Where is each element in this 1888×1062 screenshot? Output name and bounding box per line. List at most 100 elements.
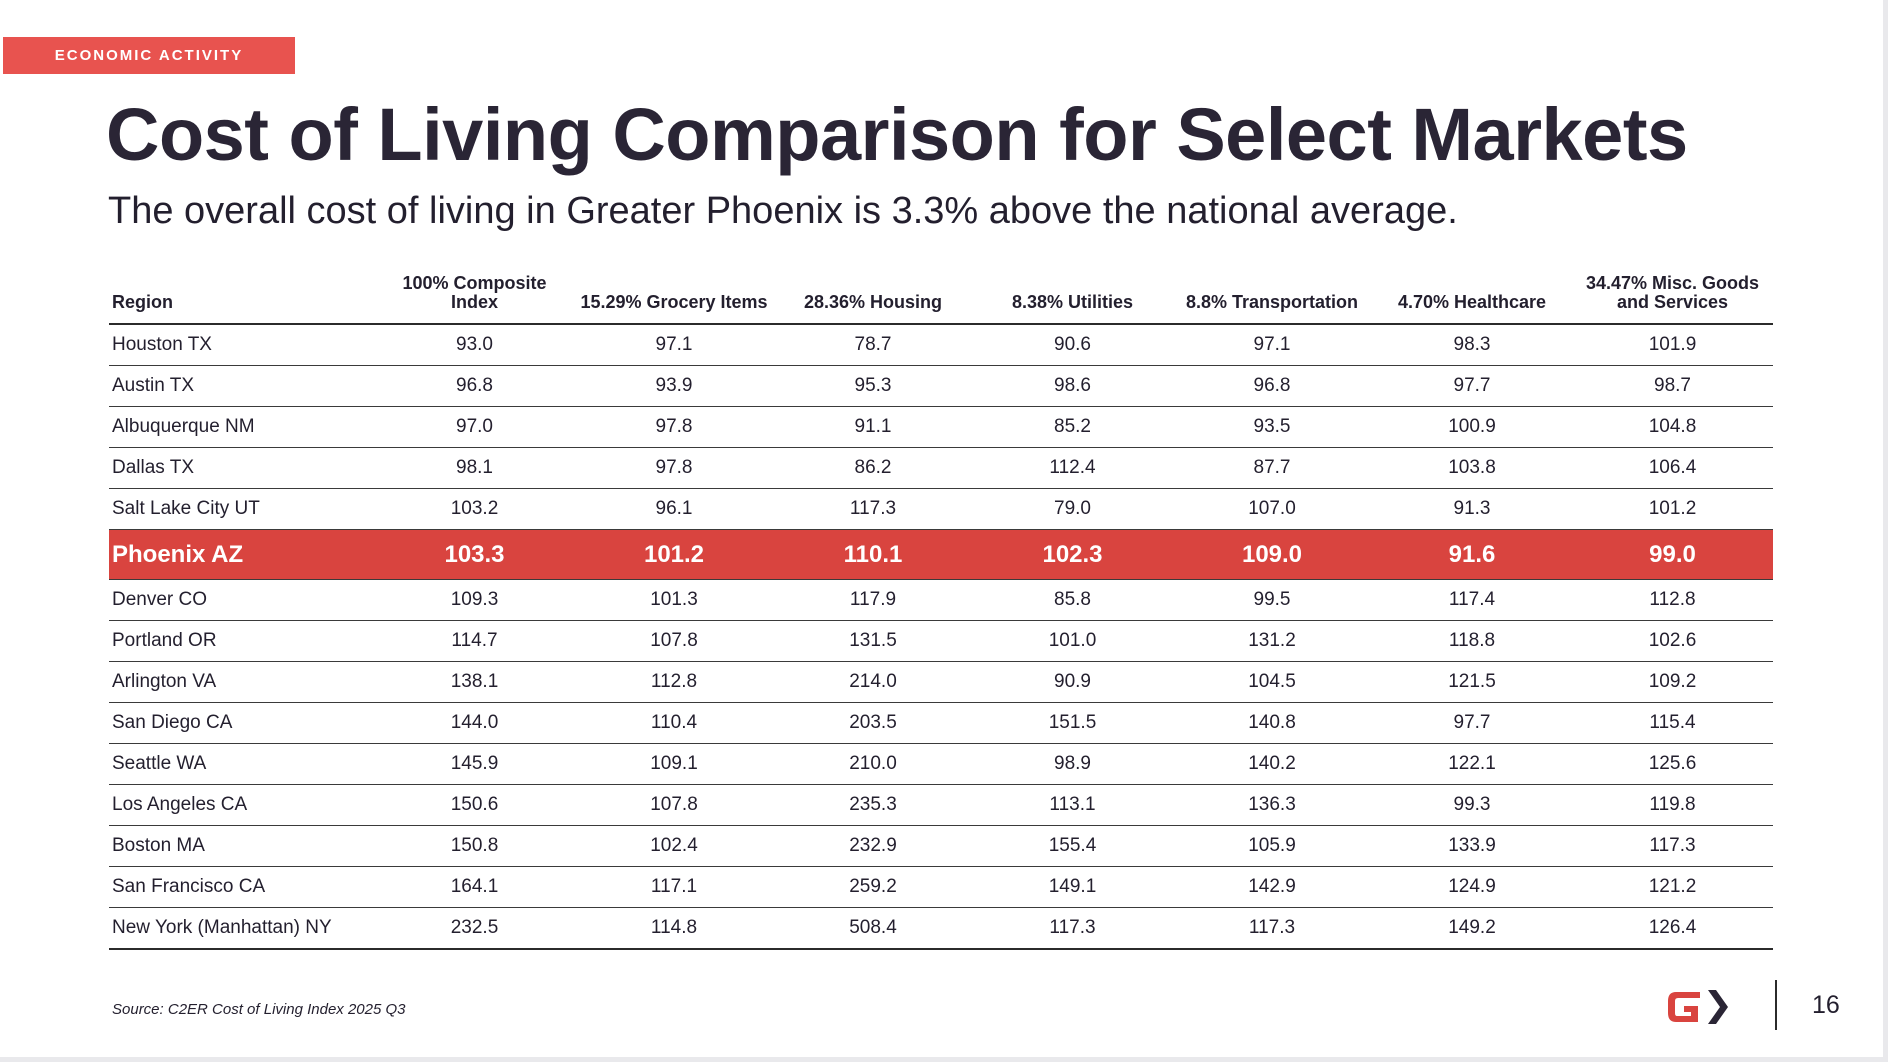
region-cell: Denver CO	[109, 579, 374, 621]
value-cell: 140.2	[1172, 743, 1372, 785]
value-cell: 214.0	[773, 661, 973, 703]
value-cell: 150.6	[374, 784, 575, 826]
value-cell: 93.9	[575, 365, 773, 407]
value-cell: 105.9	[1172, 825, 1372, 867]
table-row: Los Angeles CA 150.6 107.8 235.3 113.1 136.3 9…	[109, 784, 1773, 826]
value-cell: 151.5	[973, 702, 1172, 744]
value-cell: 131.5	[773, 620, 973, 662]
value-cell: 145.9	[374, 743, 575, 785]
value-cell: 109.2	[1572, 661, 1773, 703]
value-cell: 102.4	[575, 825, 773, 867]
value-cell: 119.8	[1572, 784, 1773, 826]
table-row: San Diego CA 144.0 110.4 203.5 151.5 140.8 97.…	[109, 702, 1773, 744]
highlighted-table-row: Phoenix AZ 103.3 101.2 110.1 102.3 109.0 91.6 9…	[109, 529, 1773, 580]
value-cell: 101.0	[973, 620, 1172, 662]
value-cell: 101.9	[1572, 324, 1773, 366]
value-cell: 232.9	[773, 825, 973, 867]
table-row: Denver CO 109.3 101.3 117.9 85.8 99.5 117.4 112…	[109, 579, 1773, 621]
region-cell: San Francisco CA	[109, 866, 374, 908]
value-cell: 104.5	[1172, 661, 1372, 703]
value-cell: 104.8	[1572, 406, 1773, 448]
value-cell: 101.2	[1572, 488, 1773, 530]
value-cell: 97.7	[1372, 702, 1572, 744]
table-row: Albuquerque NM 97.0 97.8 91.1 85.2 93.5 100.9 1…	[109, 406, 1773, 448]
value-cell: 98.6	[973, 365, 1172, 407]
value-cell: 210.0	[773, 743, 973, 785]
value-cell: 98.7	[1572, 365, 1773, 407]
gpec-logo-icon	[1668, 990, 1728, 1024]
value-cell: 102.6	[1572, 620, 1773, 662]
value-cell: 115.4	[1572, 702, 1773, 744]
column-header: 28.36% Housing	[773, 266, 973, 325]
value-cell: 85.2	[973, 406, 1172, 448]
value-cell: 140.8	[1172, 702, 1372, 744]
value-cell: 96.8	[374, 365, 575, 407]
table-body: Houston TX 93.0 97.1 78.7 90.6 97.1 98.3 101.9 A…	[109, 324, 1773, 950]
value-cell: 117.9	[773, 579, 973, 621]
column-header: 8.8% Transportation	[1172, 266, 1372, 325]
table-row: Austin TX 96.8 93.9 95.3 98.6 96.8 97.7 98.7	[109, 365, 1773, 407]
value-cell: 91.3	[1372, 488, 1572, 530]
region-cell: Salt Lake City UT	[109, 488, 374, 530]
value-cell: 91.1	[773, 406, 973, 448]
value-cell: 95.3	[773, 365, 973, 407]
value-cell: 100.9	[1372, 406, 1572, 448]
table-row: San Francisco CA 164.1 117.1 259.2 149.1 142.…	[109, 866, 1773, 908]
value-cell: 97.1	[1172, 324, 1372, 366]
value-cell: 98.3	[1372, 324, 1572, 366]
value-cell: 106.4	[1572, 447, 1773, 489]
region-cell: Los Angeles CA	[109, 784, 374, 826]
value-cell: 136.3	[1172, 784, 1372, 826]
value-cell: 113.1	[973, 784, 1172, 826]
value-cell: 90.6	[973, 324, 1172, 366]
table-row: Arlington VA 138.1 112.8 214.0 90.9 104.5 121.…	[109, 661, 1773, 703]
table-row: New York (Manhattan) NY 232.5 114.8 508.4 11…	[109, 907, 1773, 950]
value-cell: 103.2	[374, 488, 575, 530]
value-cell: 99.3	[1372, 784, 1572, 826]
value-cell: 112.4	[973, 447, 1172, 489]
value-cell: 98.1	[374, 447, 575, 489]
value-cell: 121.5	[1372, 661, 1572, 703]
region-cell: San Diego CA	[109, 702, 374, 744]
value-cell: 117.3	[1172, 907, 1372, 950]
value-cell: 126.4	[1572, 907, 1773, 950]
region-cell: Arlington VA	[109, 661, 374, 703]
page-subtitle: The overall cost of living in Greater Ph…	[108, 190, 1458, 232]
value-cell: 114.8	[575, 907, 773, 950]
value-cell: 110.1	[773, 529, 973, 580]
value-cell: 235.3	[773, 784, 973, 826]
value-cell: 112.8	[1572, 579, 1773, 621]
value-cell: 90.9	[973, 661, 1172, 703]
footer-divider	[1775, 980, 1777, 1030]
page-number: 16	[1812, 991, 1840, 1019]
table-row: Seattle WA 145.9 109.1 210.0 98.9 140.2 122.1 1…	[109, 743, 1773, 785]
value-cell: 164.1	[374, 866, 575, 908]
page-title: Cost of Living Comparison for Select Mar…	[106, 93, 1688, 176]
value-cell: 121.2	[1572, 866, 1773, 908]
value-cell: 97.8	[575, 447, 773, 489]
value-cell: 97.0	[374, 406, 575, 448]
column-header: 15.29% Grocery Items	[575, 266, 773, 325]
value-cell: 86.2	[773, 447, 973, 489]
value-cell: 155.4	[973, 825, 1172, 867]
value-cell: 97.7	[1372, 365, 1572, 407]
value-cell: 109.3	[374, 579, 575, 621]
value-cell: 97.8	[575, 406, 773, 448]
value-cell: 107.0	[1172, 488, 1372, 530]
value-cell: 97.1	[575, 324, 773, 366]
region-cell: Austin TX	[109, 365, 374, 407]
table-row: Salt Lake City UT 103.2 96.1 117.3 79.0 107.0…	[109, 488, 1773, 530]
value-cell: 259.2	[773, 866, 973, 908]
region-cell: Albuquerque NM	[109, 406, 374, 448]
region-cell: Phoenix AZ	[109, 529, 374, 580]
value-cell: 79.0	[973, 488, 1172, 530]
region-cell: Dallas TX	[109, 447, 374, 489]
value-cell: 144.0	[374, 702, 575, 744]
column-header: 4.70% Healthcare	[1372, 266, 1572, 325]
value-cell: 124.9	[1372, 866, 1572, 908]
value-cell: 125.6	[1572, 743, 1773, 785]
column-header: 8.38% Utilities	[973, 266, 1172, 325]
value-cell: 117.1	[575, 866, 773, 908]
value-cell: 117.3	[773, 488, 973, 530]
value-cell: 99.0	[1572, 529, 1773, 580]
